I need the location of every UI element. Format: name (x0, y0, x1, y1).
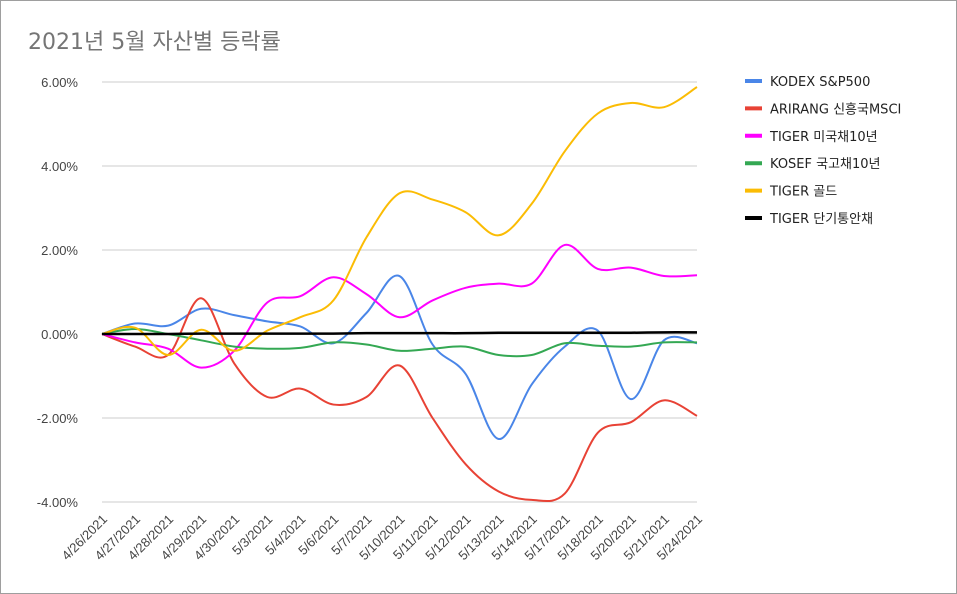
y-tick-label: -2.00% (37, 411, 79, 426)
series-line-0 (101, 274, 698, 440)
series-line-2 (101, 243, 698, 369)
series-line-4 (101, 86, 698, 357)
legend-label: ARIRANG 신흥국MSCI (770, 102, 901, 117)
legend-label: TIGER 미국채10년 (769, 130, 878, 145)
legend: KODEX S&P500 ARIRANG 신흥국MSCI TIGER 미국채10년 K… (745, 75, 901, 227)
chart-title: 2021년 5월 자산별 등락률 (28, 30, 281, 55)
y-tick-labels: 6.00% 4.00% 2.00% 0.00% -2.00% -4.00% (37, 75, 79, 510)
y-tick-label: 4.00% (41, 159, 78, 174)
legend-label: KOSEF 국고채10년 (770, 157, 881, 172)
y-tick-label: 2.00% (41, 243, 78, 258)
y-tick-label: 0.00% (41, 327, 78, 342)
x-tick-labels: 4/26/20214/27/20214/28/20214/29/20214/30… (59, 512, 706, 564)
y-tick-label: 6.00% (41, 75, 78, 90)
series-lines (101, 86, 698, 503)
legend-label: TIGER 단기통안채 (769, 212, 873, 227)
gridlines (102, 81, 697, 503)
series-line-5 (102, 331, 698, 336)
series-line-1 (101, 297, 698, 503)
y-tick-label: -4.00% (37, 495, 79, 510)
legend-label: TIGER 골드 (769, 185, 837, 200)
legend-label: KODEX S&P500 (770, 75, 870, 90)
series-line-3 (101, 327, 698, 358)
